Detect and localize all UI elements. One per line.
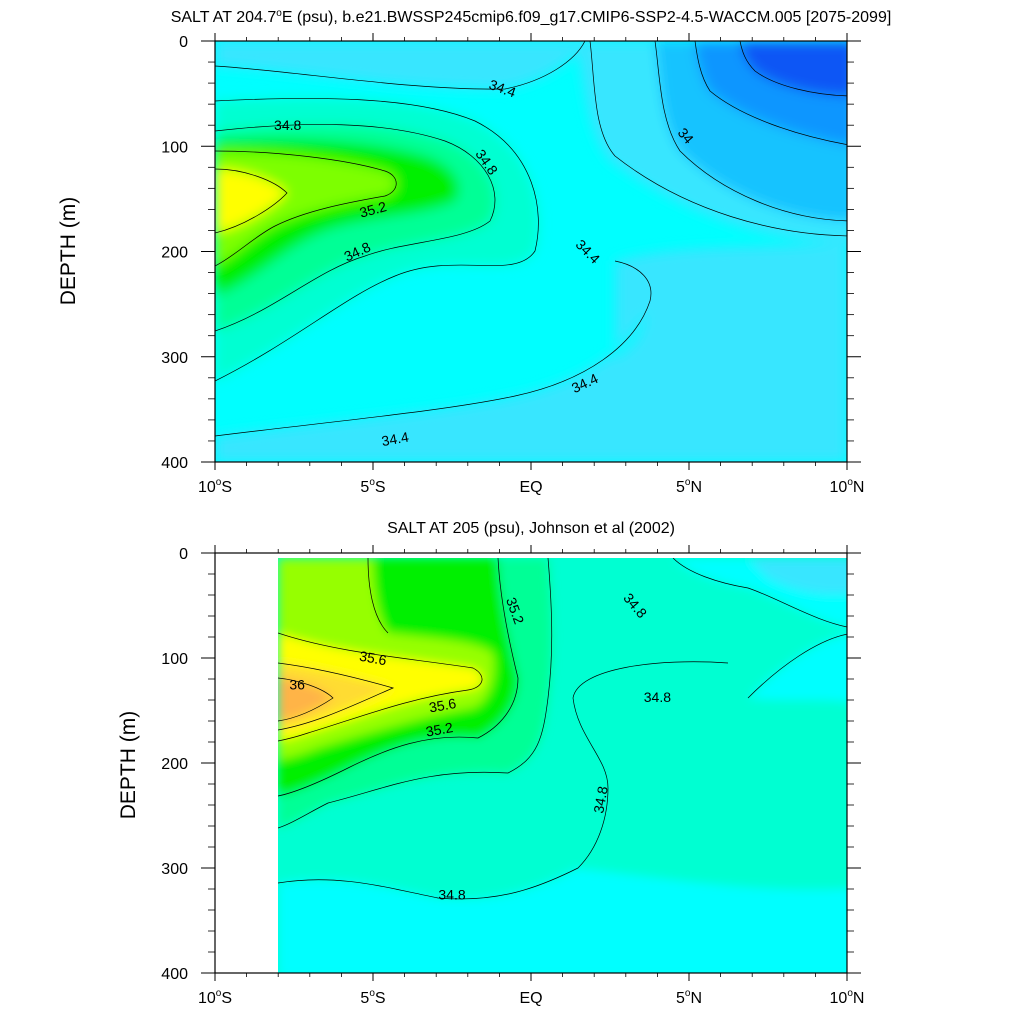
y-tick-label: 100: [161, 139, 188, 156]
x-tick-label: 10oS: [198, 988, 232, 1007]
contour-label: 35.2: [425, 719, 455, 740]
panel-1-axes: 10oS 5oS EQ 5oN 10oN 0 100 200 300 400: [161, 33, 864, 496]
x-tick-label: 5oS: [360, 988, 385, 1007]
x-tick-label: 10oN: [830, 477, 865, 496]
x-tick-label: 10oN: [830, 988, 865, 1007]
panel-2-y-axis-label: DEPTH (m): [117, 711, 140, 820]
x-tick-label: 5oS: [360, 477, 385, 496]
x-tick-label: 10oS: [198, 477, 232, 496]
y-tick-label: 0: [179, 34, 188, 51]
panel-2-plot: [278, 558, 847, 973]
y-tick-label: 100: [161, 651, 188, 668]
y-tick-label: 300: [161, 350, 188, 367]
panel-1-y-axis-label: DEPTH (m): [57, 197, 80, 306]
panel-1-title: SALT AT 204.7oE (psu), b.e21.BWSSP245cmi…: [171, 8, 892, 26]
y-tick-label: 200: [161, 245, 188, 262]
contour-label: 34.8: [644, 689, 671, 705]
contour-label: 34.8: [274, 117, 301, 133]
contour-label: 34.4: [380, 429, 410, 450]
panel-model: SALT AT 204.7oE (psu), b.e21.BWSSP245cmi…: [57, 8, 891, 496]
x-tick-label: 5oN: [676, 988, 702, 1007]
contour-label: 34.8: [590, 785, 611, 815]
panel-observed: SALT AT 205 (psu), Johnson et al (2002) …: [117, 520, 864, 1007]
panel-2-axes: 10oS 5oS EQ 5oN 10oN 0 100 200 300 400: [161, 545, 864, 1007]
y-tick-label: 200: [161, 756, 188, 773]
x-tick-label: 5oN: [676, 477, 702, 496]
y-tick-label: 300: [161, 861, 188, 878]
contour-label: 34.8: [438, 886, 465, 902]
y-tick-label: 0: [179, 546, 188, 563]
y-tick-label: 400: [161, 966, 188, 983]
contour-label: 36: [289, 676, 305, 692]
x-tick-label: EQ: [519, 990, 542, 1007]
x-tick-label: EQ: [519, 479, 542, 496]
panel-2-title: SALT AT 205 (psu), Johnson et al (2002): [387, 520, 675, 537]
y-tick-label: 400: [161, 455, 188, 472]
contour-label: 35.6: [428, 695, 458, 716]
contour-label: 35.6: [358, 648, 388, 669]
panel-1-plot: [215, 41, 847, 462]
contour-label: 35.2: [358, 198, 389, 221]
